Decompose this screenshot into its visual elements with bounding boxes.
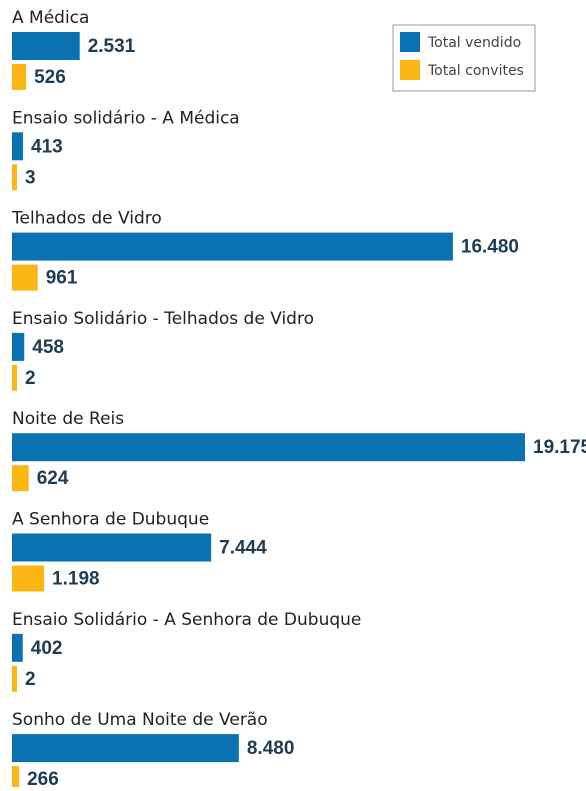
legend-label: Total convites bbox=[427, 63, 524, 79]
category-label: Sonho de Uma Noite de Verão bbox=[12, 710, 268, 730]
bar bbox=[12, 132, 24, 161]
bar bbox=[12, 533, 212, 562]
legend-swatch bbox=[400, 60, 420, 80]
value-label: 3 bbox=[25, 167, 36, 188]
category-label: A Senhora de Dubuque bbox=[12, 510, 209, 530]
category-label: Ensaio Solidário - Telhados de Vidro bbox=[12, 309, 314, 329]
category-label: Ensaio Solidário - A Senhora de Dubuque bbox=[12, 610, 361, 630]
value-label: 2.531 bbox=[88, 36, 136, 57]
value-label: 624 bbox=[37, 468, 69, 489]
value-label: 413 bbox=[31, 136, 63, 157]
value-label: 19.175 bbox=[533, 437, 586, 458]
bar bbox=[12, 264, 38, 291]
bar bbox=[12, 465, 29, 492]
bar bbox=[12, 332, 25, 361]
value-label: 266 bbox=[27, 769, 59, 787]
bar bbox=[12, 766, 20, 791]
value-label: 961 bbox=[46, 268, 78, 289]
value-label: 7.444 bbox=[219, 538, 267, 559]
bar bbox=[12, 32, 80, 60]
value-label: 526 bbox=[34, 67, 66, 88]
value-label: 458 bbox=[32, 337, 64, 358]
value-label: 16.480 bbox=[461, 237, 519, 258]
category-label: Telhados de Vidro bbox=[11, 209, 162, 229]
category-label: Noite de Reis bbox=[12, 409, 124, 429]
value-label: 2 bbox=[25, 669, 36, 690]
value-label: 1.198 bbox=[52, 569, 100, 590]
bar bbox=[12, 64, 27, 90]
bar bbox=[12, 565, 45, 592]
bar bbox=[12, 433, 525, 462]
value-label: 402 bbox=[31, 638, 63, 659]
value-label: 8.480 bbox=[247, 738, 295, 759]
category-label: Ensaio solidário - A Médica bbox=[12, 108, 240, 128]
bar bbox=[12, 364, 17, 391]
bar bbox=[12, 734, 239, 763]
bar bbox=[12, 232, 453, 261]
legend-swatch bbox=[400, 32, 420, 52]
legend-label: Total vendido bbox=[427, 35, 521, 51]
bar bbox=[12, 633, 23, 662]
bar bbox=[12, 665, 17, 692]
category-label: A Médica bbox=[12, 8, 89, 28]
value-label: 2 bbox=[25, 368, 36, 389]
bar bbox=[12, 164, 17, 191]
